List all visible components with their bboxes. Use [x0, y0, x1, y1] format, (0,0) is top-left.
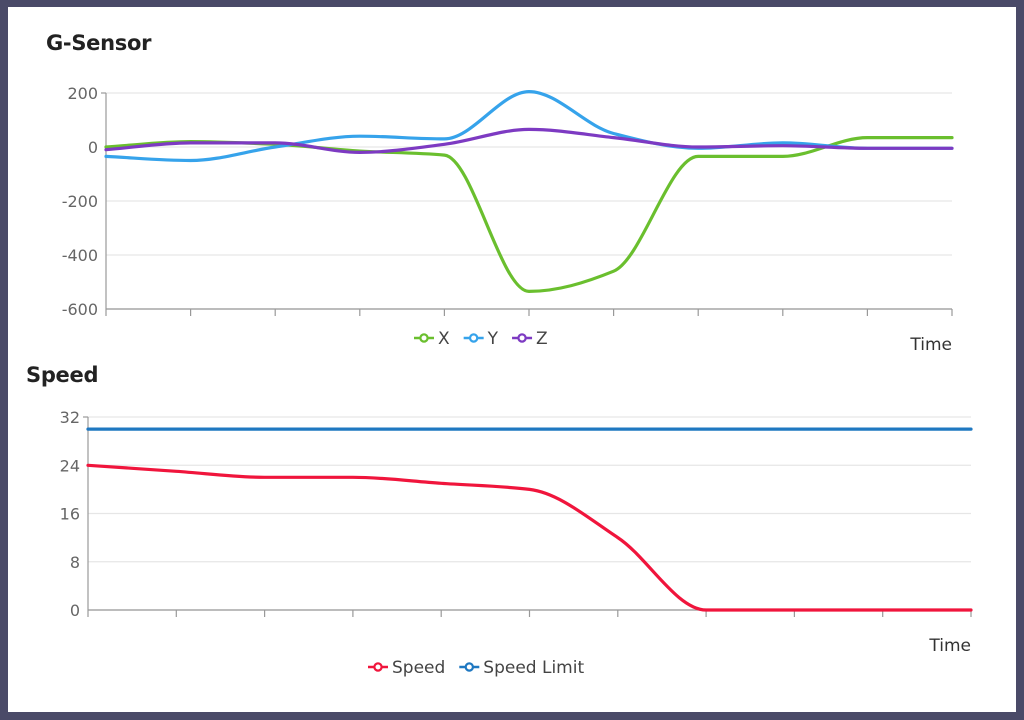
speed-chart: 32 24 16 8 0 Time Speed Speed Limit: [60, 408, 973, 678]
chart1-y-tick-label: 16: [60, 505, 80, 524]
legend-z-label: Z: [536, 329, 548, 349]
gsensor-chart-title: G-Sensor: [46, 31, 152, 55]
dashboard-panel: G-Sensor 200 0 -200 -400 -600 Time X Y Z Speed 3…: [8, 7, 1016, 712]
chart1-x-axis-label: Time: [928, 636, 971, 656]
chart1-y-tick-label: 0: [70, 601, 80, 620]
chart0-y-tick-label: -600: [62, 300, 98, 319]
chart0-y-tick-label: -200: [62, 192, 98, 211]
chart1-series-speed-line: [86, 463, 973, 612]
chart0-y-tick-label: -400: [62, 246, 98, 265]
chart0-y-tick-label: 0: [88, 138, 98, 157]
legend-x-label: X: [438, 329, 450, 349]
chart1-y-tick-label: 32: [60, 408, 80, 427]
chart1-y-tick-label: 8: [70, 553, 80, 572]
chart0-series-z-line: [104, 127, 954, 154]
chart0-series-y-line: [104, 90, 954, 163]
legend-y-label: Y: [487, 329, 499, 349]
legend-speed-limit-label: Speed Limit: [483, 658, 584, 678]
legend-y-marker: [468, 333, 479, 343]
legend-speed-marker: [373, 662, 383, 672]
chart1-y-tick-label: 24: [60, 456, 80, 475]
speed-chart-title: Speed: [26, 363, 99, 387]
chart0-y-tick-label: 200: [67, 84, 98, 103]
legend-z-marker: [517, 333, 527, 343]
chart0-x-axis-label: Time: [909, 335, 952, 355]
legend-x-marker: [419, 333, 429, 343]
legend-speed-limit-marker: [464, 662, 474, 672]
legend-speed-label: Speed: [392, 658, 445, 678]
gsensor-chart: 200 0 -200 -400 -600 Time X Y Z: [62, 84, 954, 355]
